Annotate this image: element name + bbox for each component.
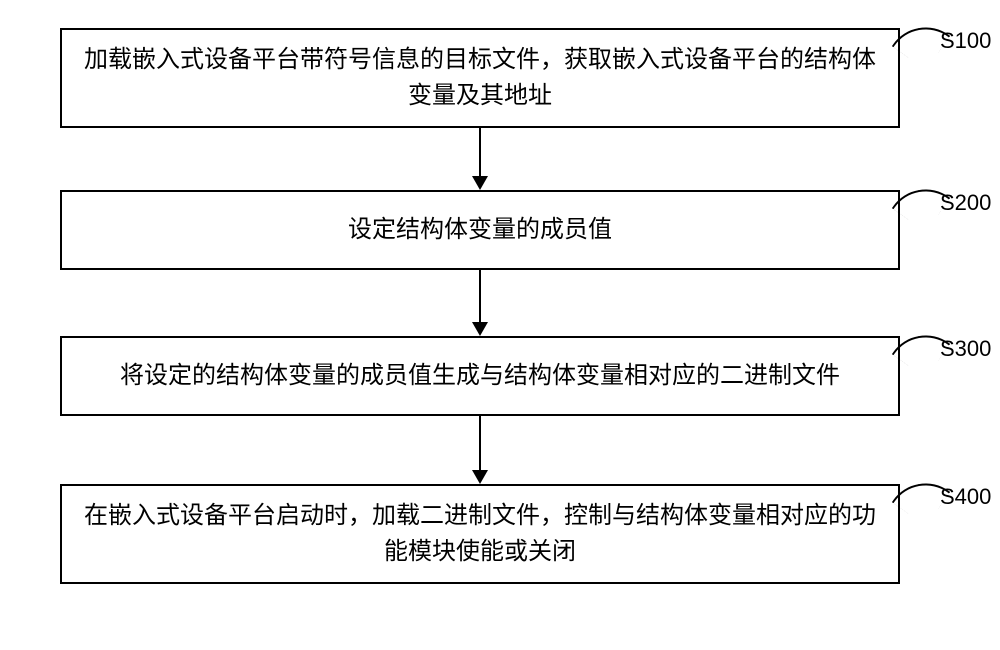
- arrow-head: [472, 470, 488, 484]
- step-label-s400: S400: [940, 484, 991, 510]
- arrow-line: [479, 128, 481, 176]
- arrow-line: [479, 416, 481, 470]
- step-text: 在嵌入式设备平台启动时，加载二进制文件，控制与结构体变量相对应的功能模块使能或关…: [82, 498, 878, 570]
- arrow-head: [472, 322, 488, 336]
- step-box-s300: 将设定的结构体变量的成员值生成与结构体变量相对应的二进制文件: [60, 336, 900, 416]
- step-text: 设定结构体变量的成员值: [348, 212, 612, 248]
- step-text: 将设定的结构体变量的成员值生成与结构体变量相对应的二进制文件: [120, 358, 840, 394]
- step-box-s100: 加载嵌入式设备平台带符号信息的目标文件，获取嵌入式设备平台的结构体变量及其地址: [60, 28, 900, 128]
- arrow-head: [472, 176, 488, 190]
- step-label-s300: S300: [940, 336, 991, 362]
- step-text: 加载嵌入式设备平台带符号信息的目标文件，获取嵌入式设备平台的结构体变量及其地址: [82, 42, 878, 114]
- step-label-s100: S100: [940, 28, 991, 54]
- step-box-s400: 在嵌入式设备平台启动时，加载二进制文件，控制与结构体变量相对应的功能模块使能或关…: [60, 484, 900, 584]
- step-label-s200: S200: [940, 190, 991, 216]
- flowchart-canvas: 加载嵌入式设备平台带符号信息的目标文件，获取嵌入式设备平台的结构体变量及其地址 …: [0, 0, 1000, 650]
- step-box-s200: 设定结构体变量的成员值: [60, 190, 900, 270]
- arrow-line: [479, 270, 481, 322]
